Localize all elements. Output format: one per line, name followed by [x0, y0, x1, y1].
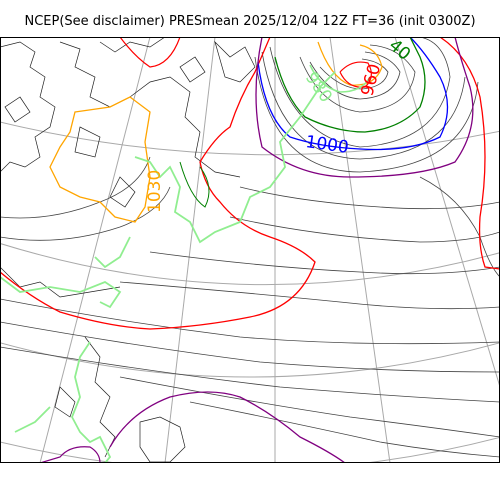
isobar-red-1020	[0, 37, 316, 330]
isobar-lightgreen	[134, 71, 336, 244]
meridian	[164, 37, 216, 463]
map-frame	[0, 37, 500, 463]
isobar-lightgreen-core	[309, 64, 371, 93]
coastline	[0, 37, 256, 463]
isobar-purple	[255, 37, 474, 178]
isobar-green-mid	[179, 161, 210, 208]
isobar-red-1020-west	[119, 37, 181, 68]
isobar-red-960	[339, 61, 372, 88]
map-panel: 1000 960 1030 980 40	[0, 37, 500, 463]
pressure-map: 1000 960 1030 980 40	[0, 37, 500, 463]
parallel	[0, 242, 500, 286]
isobars	[0, 37, 500, 458]
meridian	[329, 37, 391, 463]
isobar-green	[274, 37, 426, 133]
isobar-blue-1000	[257, 37, 449, 151]
isobar-red-east	[439, 37, 500, 270]
isobar-purple-south	[109, 391, 346, 463]
parallel	[0, 436, 500, 463]
contour-label-960: 960	[358, 62, 386, 99]
isobar-lightgreen-west	[0, 236, 131, 309]
isobar-purple-sw	[39, 446, 101, 463]
isobar-lightgreen-south	[14, 341, 112, 463]
parallel	[0, 121, 500, 156]
chart-title: NCEP(See disclaimer) PRESmean 2025/12/04…	[24, 14, 476, 29]
isobar-orange-core	[317, 41, 383, 86]
meridian	[394, 37, 500, 388]
graticule	[0, 37, 500, 463]
isobar-orange-1030	[49, 96, 151, 223]
contour-label-1030: 1030	[145, 170, 165, 213]
meridian	[39, 37, 151, 463]
